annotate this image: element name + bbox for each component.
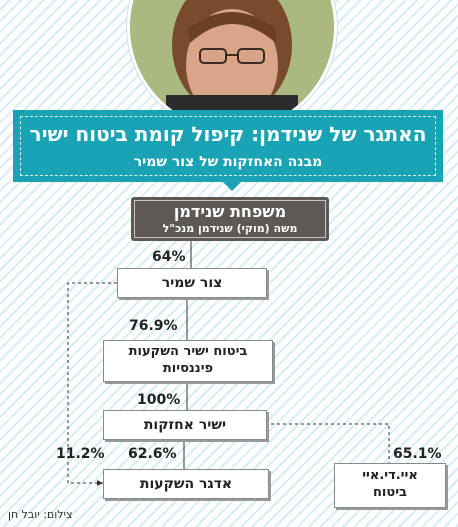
photo-credit: צילום: יובל חן [8,508,73,521]
banner-pointer [223,182,241,191]
stake-bituach-yashir: 100% [137,392,181,408]
arrowhead-adgar [97,480,103,486]
stake-yashir-adgar: 62.6% [128,446,177,462]
line-tzur-adgar [67,282,117,484]
node-idi-line1: איי.די.איי [362,468,418,483]
node-tzur-shamir-label: צור שמיר [161,275,223,291]
owner-name: משפחת שנידמן [173,202,287,221]
node-yashir-holdings-label: ישיר אחזקות [143,417,227,433]
node-tzur-shamir: צור שמיר [117,268,267,298]
stake-tzur-bituach: 76.9% [129,318,178,334]
portrait-photo [127,0,337,132]
title-banner: האתגר של שנידמן: קיפול קומת ביטוח ישיר מ… [13,110,443,182]
stake-family-tzur: 64% [152,249,186,265]
node-adgar: אדגר השקעות [103,469,269,499]
node-idi: איי.די.איי ביטוח [334,463,446,508]
node-idi-line2: ביטוח [373,485,407,500]
node-bituach-yashir-line2: פיננסיות [162,361,214,376]
node-yashir-holdings: ישיר אחזקות [103,410,267,440]
page-subtitle: מבנה האחזקות של צור שמיר [133,154,323,170]
owner-box-frame [134,200,326,238]
line-yashir-idi [265,423,390,463]
owner-detail: משה (מוקי) שנידמן מנכ"ל [162,222,298,235]
node-adgar-label: אדגר השקעות [139,476,233,492]
stake-yashir-idi: 65.1% [393,446,442,462]
banner-dashed-frame [20,116,436,176]
node-bituach-yashir: ביטוח ישיר השקעות פיננסיות [103,340,273,382]
node-bituach-yashir-line1: ביטוח ישיר השקעות [128,344,248,359]
owner-box: משפחת שנידמן משה (מוקי) שנידמן מנכ"ל [131,197,329,241]
page-title: האתגר של שנידמן: קיפול קומת ביטוח ישיר [29,122,427,146]
stake-tzur-adgar: 11.2% [56,446,105,462]
